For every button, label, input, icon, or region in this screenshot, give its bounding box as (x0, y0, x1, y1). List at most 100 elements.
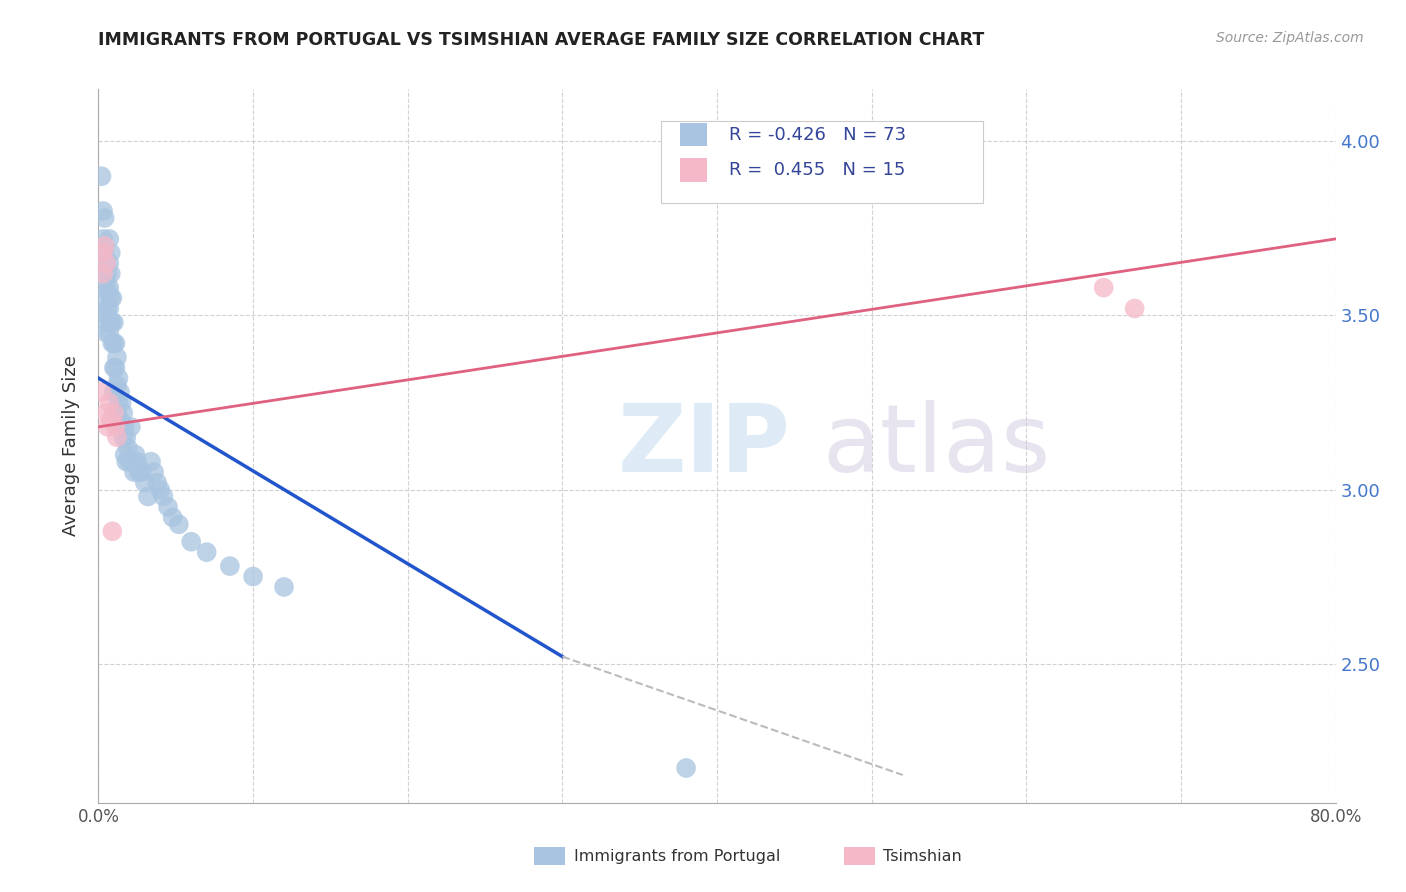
Point (107, 395, 129, 409)
Text: ZIP: ZIP (619, 400, 792, 492)
Point (98, 280, 121, 294)
Point (103, 385, 125, 400)
Point (108, 413, 131, 427)
Point (104, 360, 127, 375)
Bar (681, 123, 707, 146)
Text: Immigrants from Portugal: Immigrants from Portugal (574, 849, 780, 863)
Point (128, 465, 150, 479)
Point (167, 517, 190, 532)
Point (100, 245, 122, 260)
Point (103, 360, 125, 375)
Point (96, 309, 118, 323)
Text: R =  0.455   N = 15: R = 0.455 N = 15 (730, 161, 905, 179)
Point (91, 245, 114, 260)
Point (111, 420, 134, 434)
Point (96, 406, 118, 420)
Point (118, 455, 141, 469)
Point (107, 420, 129, 434)
Point (98, 301, 121, 316)
Point (121, 455, 143, 469)
Point (104, 420, 127, 434)
Point (97, 284, 120, 298)
Point (100, 315, 122, 329)
Point (96, 274, 118, 288)
Point (136, 490, 159, 504)
Point (96, 256, 118, 270)
Point (124, 448, 146, 462)
Point (139, 455, 162, 469)
Point (117, 441, 139, 455)
Point (98, 256, 121, 270)
Bar (681, 159, 707, 182)
Point (91, 204, 114, 219)
Point (108, 385, 131, 400)
Text: R = -0.426   N = 73: R = -0.426 N = 73 (730, 126, 907, 144)
Point (97, 315, 120, 329)
Point (98, 395, 121, 409)
Point (107, 371, 129, 385)
Point (101, 524, 124, 539)
Point (91, 232, 114, 246)
Point (675, 761, 697, 775)
Point (98, 232, 121, 246)
Point (101, 315, 124, 329)
Point (115, 430, 138, 444)
Text: Tsimshian: Tsimshian (883, 849, 962, 863)
Point (143, 465, 166, 479)
Point (1123, 301, 1146, 316)
Point (105, 406, 128, 420)
Point (93, 239, 115, 253)
Point (105, 430, 128, 444)
Point (273, 580, 295, 594)
Point (114, 420, 136, 434)
Point (101, 336, 124, 351)
Point (105, 378, 128, 392)
Point (97, 267, 120, 281)
Point (112, 430, 135, 444)
Point (97, 301, 120, 316)
Point (96, 291, 118, 305)
Point (96, 326, 118, 340)
Point (146, 475, 169, 490)
Point (162, 510, 184, 524)
FancyBboxPatch shape (661, 121, 983, 203)
Y-axis label: Average Family Size: Average Family Size (62, 356, 80, 536)
Point (96, 256, 118, 270)
Point (180, 534, 202, 549)
Point (111, 395, 134, 409)
Point (152, 490, 174, 504)
Point (98, 326, 121, 340)
Point (103, 406, 125, 420)
Point (100, 267, 122, 281)
Point (90, 385, 112, 400)
Point (149, 483, 172, 497)
Point (242, 569, 264, 583)
Point (103, 336, 125, 351)
Point (112, 406, 135, 420)
Point (100, 291, 122, 305)
Point (1092, 280, 1115, 294)
Point (90, 169, 112, 184)
Point (131, 465, 153, 479)
Point (104, 336, 127, 351)
Text: IMMIGRANTS FROM PORTUGAL VS TSIMSHIAN AVERAGE FAMILY SIZE CORRELATION CHART: IMMIGRANTS FROM PORTUGAL VS TSIMSHIAN AV… (98, 31, 984, 49)
Point (101, 291, 124, 305)
Point (93, 211, 115, 225)
Point (219, 559, 242, 574)
Point (134, 475, 156, 490)
Point (122, 465, 145, 479)
Point (127, 455, 149, 469)
Point (100, 413, 122, 427)
Point (97, 420, 120, 434)
Text: atlas: atlas (823, 400, 1050, 492)
Point (114, 448, 136, 462)
Point (195, 545, 218, 559)
Point (120, 420, 142, 434)
Point (105, 350, 128, 364)
Point (93, 245, 115, 260)
Point (115, 455, 138, 469)
Point (103, 315, 125, 329)
Point (157, 500, 180, 514)
Text: Source: ZipAtlas.com: Source: ZipAtlas.com (1216, 31, 1364, 45)
Point (91, 267, 114, 281)
